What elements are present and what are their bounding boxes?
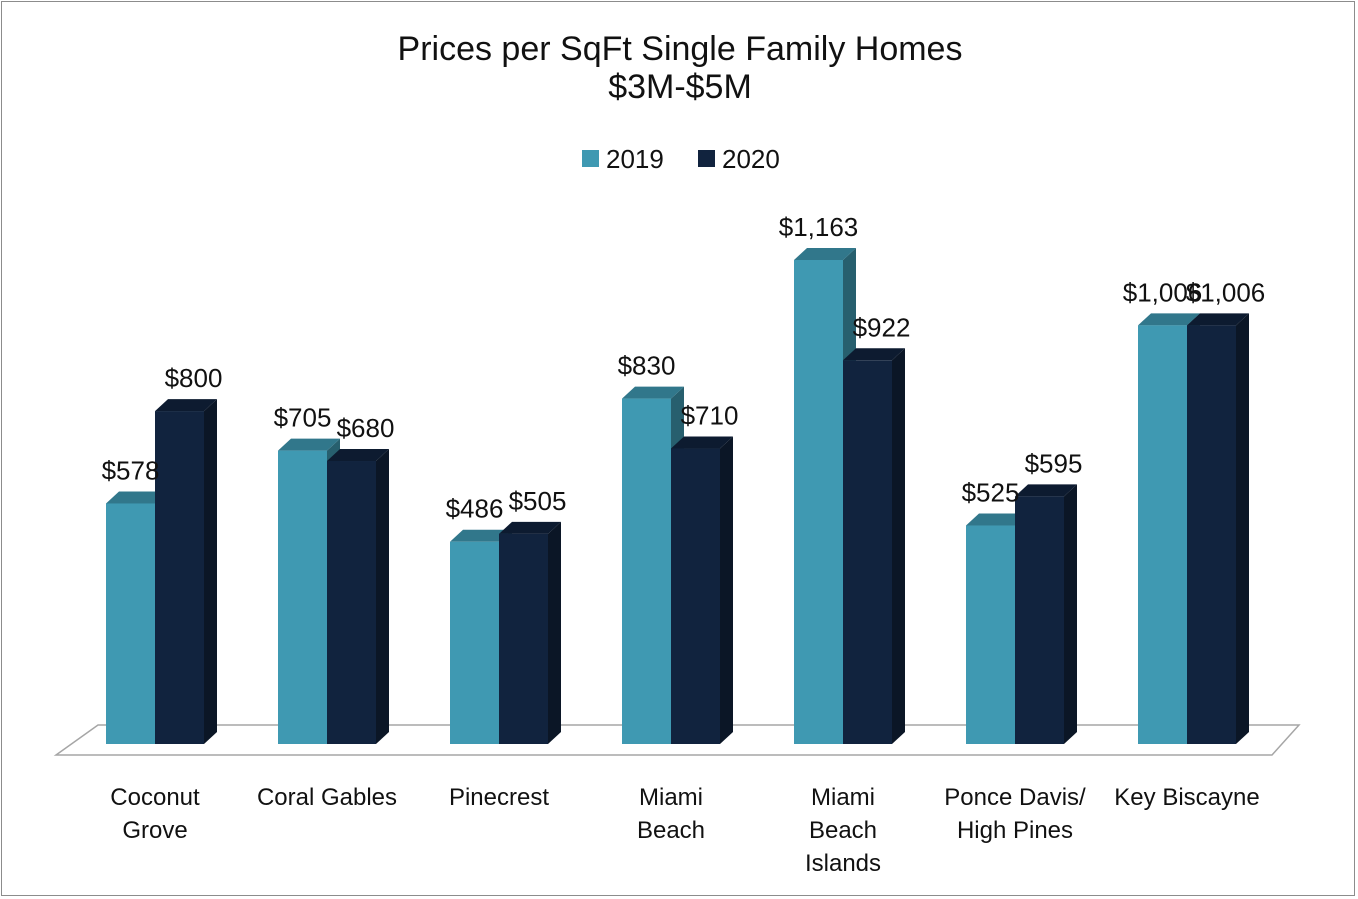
data-label: $1,163 — [779, 212, 859, 242]
data-label: $680 — [337, 413, 395, 443]
category-label: Beach — [809, 817, 877, 844]
bar-front — [106, 503, 155, 744]
bar-side — [1236, 313, 1249, 744]
bar-front — [1015, 496, 1064, 744]
bar-side — [376, 449, 389, 744]
category-label: Islands — [805, 850, 881, 877]
bar-top — [622, 386, 684, 399]
bar-front — [327, 461, 376, 744]
bar-2020 — [499, 521, 561, 744]
category-label: Pinecrest — [449, 784, 549, 811]
bar-front — [966, 525, 1015, 744]
bar-top — [966, 513, 1028, 526]
bar-front — [622, 398, 671, 744]
bar-top — [843, 348, 905, 361]
bar-top — [499, 521, 561, 534]
data-label: $710 — [681, 401, 739, 431]
bar-2020 — [155, 399, 217, 744]
data-label: $525 — [962, 478, 1020, 508]
bar-side — [892, 348, 905, 744]
category-label: High Pines — [957, 817, 1073, 844]
category-label: Beach — [637, 817, 705, 844]
data-labels: $578 $800 $705 $680 $486 $505 $830$710 $1,163 $9… — [102, 212, 1266, 524]
bar-top — [1015, 484, 1077, 497]
bar-front — [671, 448, 720, 744]
bar-front — [278, 450, 327, 744]
bar-top — [1187, 313, 1249, 326]
bar-front — [843, 360, 892, 744]
category-labels: Coconut Grove Coral Gables Pinecrest Miami Be… — [110, 784, 1259, 877]
bar-2020 — [671, 436, 733, 744]
data-label: $705 — [274, 403, 332, 433]
bar-top — [1138, 313, 1200, 326]
bar-2020 — [327, 449, 389, 744]
data-label: $578 — [102, 455, 160, 485]
bar-front — [499, 533, 548, 744]
data-label: $505 — [509, 486, 567, 516]
bar-side — [204, 399, 217, 744]
category-label: Grove — [122, 817, 187, 844]
category-label: Coral Gables — [257, 784, 397, 811]
data-label: $800 — [165, 363, 223, 393]
category-label: Key Biscayne — [1114, 784, 1259, 811]
data-label: $595 — [1025, 448, 1083, 478]
bar-top — [155, 399, 217, 412]
bar-2020 — [843, 348, 905, 744]
bar-front — [794, 260, 843, 744]
bar-top — [794, 248, 856, 260]
chart-title: Prices per SqFt Single Family Homes$3M-$… — [398, 30, 963, 106]
data-label: $1,006 — [1123, 277, 1203, 307]
legend-swatch — [698, 150, 715, 167]
bar-2020 — [1015, 484, 1077, 744]
data-label: $830 — [618, 351, 676, 381]
bar-2020 — [1187, 313, 1249, 744]
bar-front — [1187, 325, 1236, 744]
bars — [106, 248, 1249, 744]
bar-front — [1138, 325, 1187, 744]
legend-label: 2019 — [606, 144, 664, 174]
data-label: $922 — [853, 312, 911, 342]
data-label: $1,006 — [1186, 277, 1266, 307]
legend: 2019 2020 — [582, 144, 780, 174]
bar-top — [327, 449, 389, 462]
category-label: Miami — [639, 784, 703, 811]
bar-top — [671, 436, 733, 449]
bar-side — [1064, 484, 1077, 744]
bar-side — [720, 436, 733, 744]
legend-label: 2020 — [722, 144, 780, 174]
bar-top — [450, 529, 512, 542]
category-label: Miami — [811, 784, 875, 811]
legend-swatch — [582, 150, 599, 167]
bar-side — [548, 521, 561, 744]
chart-title-line: $3M-$5M — [608, 68, 752, 106]
bar-top — [278, 438, 340, 451]
category-label: Coconut — [110, 784, 200, 811]
bar-front — [155, 411, 204, 744]
data-label: $486 — [446, 494, 504, 524]
bar-top — [106, 491, 168, 504]
bar-front — [450, 541, 499, 744]
chart-title-line: Prices per SqFt Single Family Homes — [398, 30, 963, 68]
category-label: Ponce Davis/ — [944, 784, 1086, 811]
